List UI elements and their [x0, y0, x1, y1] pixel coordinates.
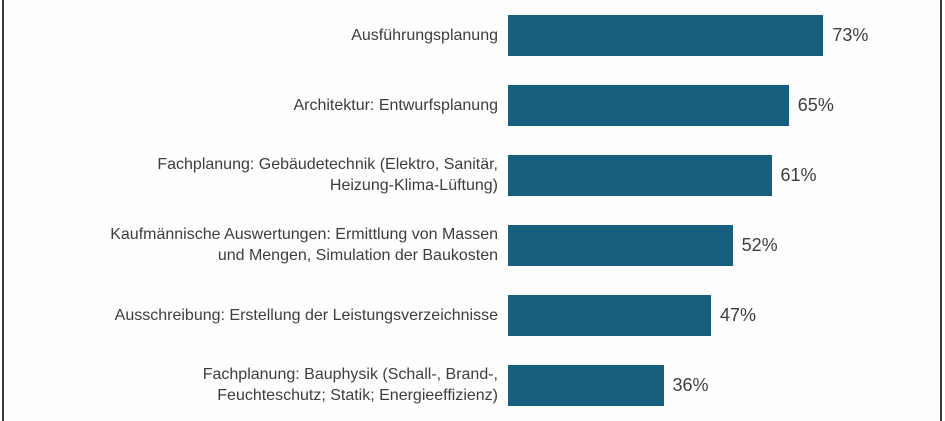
bar-fill	[508, 14, 824, 56]
bar-row: Fachplanung: Bauphysik (Schall-, Brand-,…	[4, 350, 940, 420]
bar-fill	[508, 224, 733, 266]
value-label: 36%	[672, 374, 709, 395]
category-label: Ausführungsplanung	[351, 26, 498, 44]
bar-track: 65%	[508, 84, 940, 126]
category-label: Kaufmännische Auswertungen: Ermittlung v…	[110, 226, 498, 264]
bar-track: 61%	[508, 154, 940, 196]
bar-row: Fachplanung: Gebäudetechnik (Elektro, Sa…	[4, 140, 940, 210]
bar-row: Kaufmännische Auswertungen: Ermittlung v…	[4, 210, 940, 280]
value-label: 47%	[720, 304, 757, 325]
bar-fill	[508, 294, 712, 336]
bar-row: Ausführungsplanung 73%	[4, 0, 940, 70]
value-label: 65%	[797, 94, 834, 115]
right-border-line	[940, 0, 942, 421]
bar-track: 36%	[508, 364, 940, 406]
horizontal-bar-chart: Ausführungsplanung 73% Architektur: Entw…	[4, 0, 940, 421]
bar-track: 73%	[508, 14, 940, 56]
category-label: Ausschreibung: Erstellung der Leistungsv…	[114, 306, 498, 324]
bar-track: 47%	[508, 294, 940, 336]
bar-row: Ausschreibung: Erstellung der Leistungsv…	[4, 280, 940, 350]
bar-fill	[508, 154, 772, 196]
category-label: Architektur: Entwurfsplanung	[293, 96, 498, 114]
bar-fill	[508, 84, 789, 126]
category-label: Fachplanung: Bauphysik (Schall-, Brand-,…	[202, 366, 498, 404]
bar-fill	[508, 364, 664, 406]
bar-track: 52%	[508, 224, 940, 266]
value-label: 61%	[780, 164, 817, 185]
value-label: 73%	[832, 24, 869, 45]
left-border-line	[2, 0, 4, 421]
bar-row: Architektur: Entwurfsplanung 65%	[4, 70, 940, 140]
category-label: Fachplanung: Gebäudetechnik (Elektro, Sa…	[157, 156, 498, 194]
value-label: 52%	[741, 234, 778, 255]
